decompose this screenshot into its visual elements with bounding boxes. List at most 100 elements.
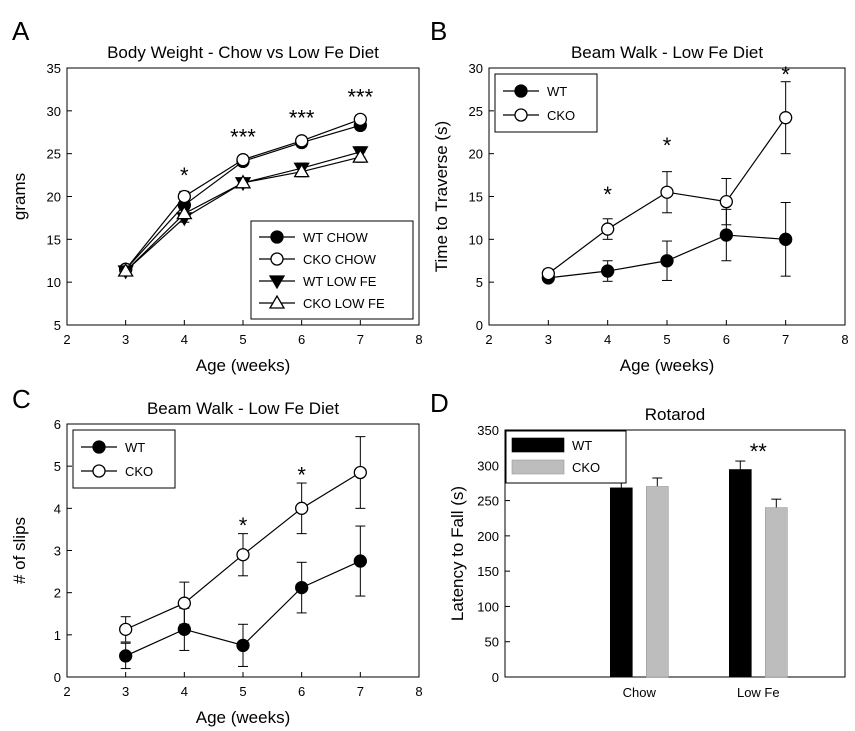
y-tick-label: 30 [469, 61, 483, 76]
x-category-label: Low Fe [737, 685, 780, 700]
panel-letter: D [430, 388, 449, 418]
chart-title: Beam Walk - Low Fe Diet [147, 399, 339, 418]
x-tick-label: 5 [663, 332, 670, 347]
significance-marker: * [180, 163, 189, 188]
y-tick-label: 5 [54, 318, 61, 333]
data-point [660, 254, 674, 268]
data-point [719, 194, 733, 209]
y-axis-label: # of slips [10, 517, 29, 584]
data-point [779, 232, 793, 246]
data-point [719, 228, 733, 242]
panel-letter: A [12, 16, 30, 46]
data-point [353, 554, 367, 568]
legend-box [72, 429, 176, 489]
legend: WT CHOW CKO CHOW WT LOW FE CKO LOW FE [250, 220, 414, 320]
legend-box [494, 73, 598, 133]
legend-marker [270, 230, 284, 244]
y-tick-label: 6 [54, 417, 61, 432]
legend-marker [268, 294, 286, 309]
plot-frame [504, 429, 846, 678]
legend-label: WT [125, 440, 145, 455]
data-point [177, 189, 191, 204]
data-point [236, 548, 250, 562]
chart-title: Beam Walk - Low Fe Diet [571, 43, 763, 62]
x-tick-label: 6 [298, 332, 305, 347]
legend: WT CKO [494, 73, 598, 133]
legend-label: CKO [547, 108, 575, 123]
data-point [353, 465, 367, 480]
y-tick-label: 0 [476, 318, 483, 333]
data-point [295, 134, 309, 148]
data-point [295, 580, 309, 595]
x-tick-label: 2 [63, 332, 70, 347]
x-category-label: Chow [623, 685, 657, 700]
x-tick-label: 2 [485, 332, 492, 347]
legend-label: CKO LOW FE [303, 296, 385, 311]
data-point [779, 111, 793, 125]
significance-marker: * [297, 463, 306, 488]
y-tick-label: 20 [469, 147, 483, 162]
significance-marker: *** [230, 125, 256, 150]
y-tick-label: 15 [47, 232, 61, 247]
data-point [293, 163, 310, 178]
significance-marker: * [663, 133, 672, 158]
series-cko-low-fe [117, 148, 369, 277]
panel-letter: C [12, 384, 31, 414]
data-point [234, 174, 252, 189]
x-tick-label: 8 [841, 332, 848, 347]
legend-swatch [511, 459, 565, 475]
y-tick-label: 10 [47, 275, 61, 290]
y-axis-label: grams [10, 173, 29, 220]
x-tick-label: 3 [122, 684, 129, 699]
x-tick-label: 6 [723, 332, 730, 347]
data-point [177, 622, 191, 637]
bar [609, 487, 633, 678]
y-tick-label: 4 [54, 501, 61, 516]
y-tick-label: 50 [485, 635, 499, 650]
y-tick-label: 350 [477, 423, 499, 438]
legend: WT CKO [505, 430, 627, 484]
y-tick-label: 5 [476, 275, 483, 290]
x-tick-label: 4 [181, 332, 188, 347]
y-tick-label: 25 [469, 104, 483, 119]
series-cko [541, 81, 793, 281]
data-point [119, 649, 133, 663]
data-point [236, 153, 250, 167]
legend: WT CKO [72, 429, 176, 489]
data-point [353, 112, 367, 127]
y-tick-label: 150 [477, 564, 499, 579]
significance-marker: ** [750, 439, 768, 464]
legend-label: WT [547, 84, 567, 99]
significance-marker: * [239, 513, 248, 538]
data-point [660, 185, 674, 199]
y-tick-label: 1 [54, 628, 61, 643]
data-point [352, 148, 369, 163]
bar [645, 486, 669, 678]
legend-marker [92, 440, 106, 454]
data-point [295, 501, 309, 515]
y-axis-label: Latency to Fall (s) [448, 486, 467, 621]
x-axis-label: Age (weeks) [196, 708, 290, 727]
significance-marker: * [603, 182, 612, 207]
y-tick-label: 100 [477, 599, 499, 614]
series-wt [541, 201, 793, 285]
bar [728, 469, 752, 678]
x-tick-label: 8 [415, 332, 422, 347]
y-tick-label: 250 [477, 494, 499, 509]
y-tick-label: 0 [492, 670, 499, 685]
legend-label: WT LOW FE [303, 274, 377, 289]
x-axis-label: Age (weeks) [196, 356, 290, 375]
y-tick-label: 30 [47, 104, 61, 119]
legend-label: CKO [125, 464, 153, 479]
legend-marker [270, 252, 284, 266]
x-tick-label: 7 [357, 332, 364, 347]
y-tick-label: 3 [54, 544, 61, 559]
x-tick-label: 7 [782, 332, 789, 347]
y-tick-label: 10 [469, 232, 483, 247]
legend-label: WT [572, 438, 592, 453]
legend-marker [514, 108, 528, 122]
x-tick-label: 4 [604, 332, 611, 347]
significance-marker: *** [347, 84, 373, 109]
data-point [119, 622, 133, 637]
y-tick-label: 20 [47, 190, 61, 205]
